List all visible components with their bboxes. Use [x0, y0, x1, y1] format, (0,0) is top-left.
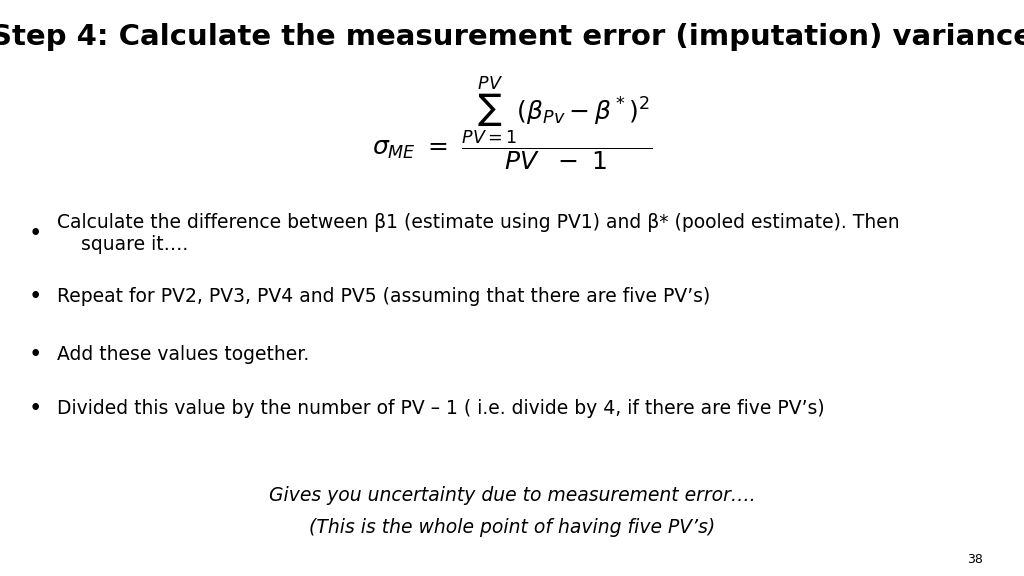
Text: $\sigma_{ME}\ =\ \dfrac{\sum_{PV=1}^{PV}(\beta_{Pv} - \beta^*)^2}{PV\ \ -\ 1}$: $\sigma_{ME}\ =\ \dfrac{\sum_{PV=1}^{PV}…	[372, 75, 652, 173]
Text: Repeat for PV2, PV3, PV4 and PV5 (assuming that there are five PV’s): Repeat for PV2, PV3, PV4 and PV5 (assumi…	[57, 287, 711, 306]
Text: •: •	[29, 397, 42, 420]
Text: Calculate the difference between β1 (estimate using PV1) and β* (pooled estimate: Calculate the difference between β1 (est…	[57, 213, 900, 254]
Text: •: •	[29, 343, 42, 366]
Text: Add these values together.: Add these values together.	[57, 345, 309, 363]
Text: Step 4: Calculate the measurement error (imputation) variance: Step 4: Calculate the measurement error …	[0, 23, 1024, 51]
Text: Divided this value by the number of PV – 1 ( i.e. divide by 4, if there are five: Divided this value by the number of PV –…	[57, 400, 825, 418]
Text: (This is the whole point of having five PV’s): (This is the whole point of having five …	[309, 518, 715, 536]
Text: •: •	[29, 222, 42, 245]
Text: •: •	[29, 285, 42, 308]
Text: Gives you uncertainty due to measurement error….: Gives you uncertainty due to measurement…	[268, 486, 756, 505]
Text: 38: 38	[967, 552, 983, 566]
